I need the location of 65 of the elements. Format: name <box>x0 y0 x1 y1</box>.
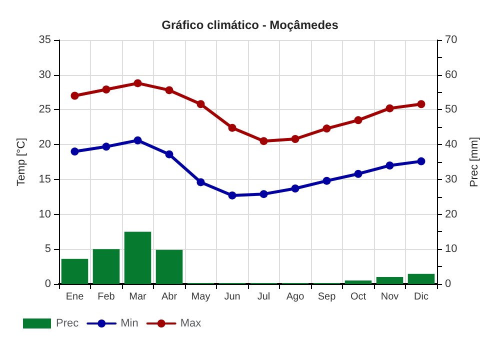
point <box>134 136 142 144</box>
x-tick-label: Jul <box>257 292 270 302</box>
y2-tick-label: 60 <box>445 68 458 81</box>
point <box>417 100 426 108</box>
bar <box>124 232 152 284</box>
point <box>70 148 79 156</box>
y-tick-label: 35 <box>38 34 51 46</box>
x-tick-label: Oct <box>350 292 366 302</box>
x-tick-label: Nov <box>380 292 399 302</box>
bar <box>61 258 88 284</box>
point <box>134 79 142 88</box>
y-tick-label: 5 <box>44 243 51 256</box>
y2-tick-label: 10 <box>445 243 458 256</box>
x-tick-label: Dic <box>414 292 428 302</box>
y2-tick-label: 30 <box>445 173 458 186</box>
x-tick-label: Mar <box>129 292 148 302</box>
point <box>354 170 362 178</box>
y2-tick-label: 50 <box>445 104 458 116</box>
legend-label: Max <box>180 318 202 330</box>
x-tick-label: May <box>191 292 210 302</box>
bar <box>156 250 183 284</box>
y-tick-label: 10 <box>38 208 51 220</box>
point <box>228 191 236 200</box>
point <box>417 157 426 166</box>
point <box>260 190 268 198</box>
point <box>228 124 236 132</box>
point <box>260 137 268 146</box>
y-tick-label: 0 <box>44 278 51 290</box>
y-tick-label: 20 <box>38 138 51 151</box>
x-tick-label: Ago <box>286 292 305 302</box>
point <box>165 86 174 94</box>
chart-title: Gráfico climático - Moçâmedes <box>162 18 339 32</box>
y-tick-label: 25 <box>38 104 51 116</box>
x-tick-label: Ene <box>66 292 84 302</box>
bar <box>92 249 120 284</box>
point <box>354 116 362 124</box>
x-tick-label: Jun <box>224 292 240 302</box>
point <box>70 92 79 100</box>
y2-tick-label: 70 <box>445 34 458 46</box>
point <box>386 104 394 112</box>
y2-tick-label: 20 <box>445 208 458 220</box>
bar <box>408 274 435 284</box>
bar <box>376 277 404 284</box>
point <box>322 176 331 185</box>
y2-tick-label: 40 <box>445 138 458 151</box>
point <box>291 134 300 143</box>
y-tick-label: 30 <box>38 68 51 81</box>
y-tick-label: 15 <box>38 173 51 186</box>
point <box>196 178 205 186</box>
bar <box>344 280 372 284</box>
legend-label: Prec <box>56 318 80 330</box>
point <box>322 124 331 133</box>
point <box>386 161 394 170</box>
point <box>196 100 205 108</box>
point <box>102 142 110 151</box>
y2-tick-label: 0 <box>445 278 452 290</box>
x-tick-label: Abr <box>161 292 178 302</box>
legend-label: Min <box>120 318 138 330</box>
point <box>165 150 174 158</box>
point <box>102 86 110 94</box>
y-axis-title: Temp [°C] <box>16 138 28 186</box>
x-tick-label: Sep <box>318 292 336 302</box>
y2-axis-title: Prec [mm] <box>468 136 480 188</box>
point <box>291 184 300 192</box>
x-tick-label: Feb <box>98 292 116 302</box>
